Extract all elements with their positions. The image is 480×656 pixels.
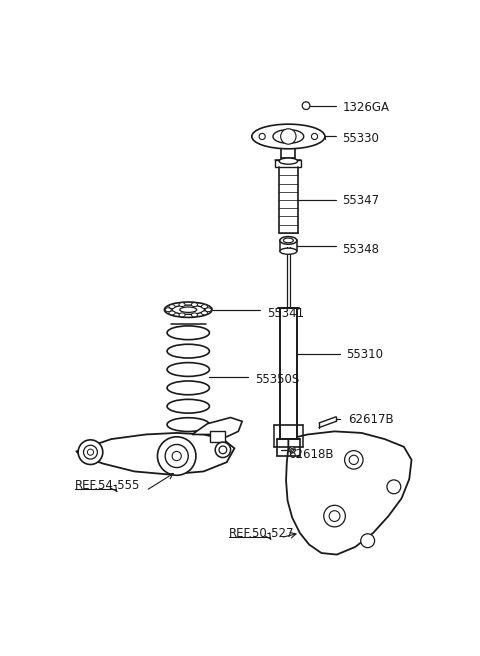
Text: 62618B: 62618B <box>288 448 334 461</box>
Ellipse shape <box>179 313 185 317</box>
Ellipse shape <box>167 344 209 358</box>
Polygon shape <box>192 417 242 437</box>
Circle shape <box>87 449 94 455</box>
Ellipse shape <box>179 302 185 306</box>
Text: REF.50-527: REF.50-527 <box>229 527 295 539</box>
Ellipse shape <box>273 129 304 144</box>
Ellipse shape <box>165 308 171 312</box>
Bar <box>275 159 301 167</box>
Bar <box>210 432 225 442</box>
Ellipse shape <box>279 158 298 164</box>
Ellipse shape <box>202 304 207 308</box>
Circle shape <box>312 133 318 140</box>
Ellipse shape <box>167 381 209 395</box>
Ellipse shape <box>169 311 175 315</box>
Circle shape <box>329 510 340 522</box>
Circle shape <box>281 129 296 144</box>
Ellipse shape <box>167 400 209 413</box>
Ellipse shape <box>164 302 212 318</box>
Polygon shape <box>77 433 234 474</box>
Ellipse shape <box>280 237 297 244</box>
Bar <box>280 308 297 439</box>
Circle shape <box>219 446 227 454</box>
Ellipse shape <box>167 436 209 450</box>
Ellipse shape <box>169 304 175 308</box>
Circle shape <box>165 445 188 468</box>
Text: 62617B: 62617B <box>348 413 393 426</box>
Text: 55347: 55347 <box>342 194 379 207</box>
Ellipse shape <box>192 313 197 317</box>
Ellipse shape <box>172 305 204 314</box>
Circle shape <box>387 480 401 494</box>
Circle shape <box>285 133 292 140</box>
Circle shape <box>215 442 230 458</box>
Polygon shape <box>286 432 411 554</box>
Text: 55341: 55341 <box>267 307 305 320</box>
Circle shape <box>324 505 345 527</box>
Text: 55348: 55348 <box>342 243 379 256</box>
Text: 55350S: 55350S <box>255 373 300 386</box>
Circle shape <box>157 437 196 475</box>
Text: 1326GA: 1326GA <box>342 102 389 115</box>
Circle shape <box>345 451 363 469</box>
Ellipse shape <box>167 418 209 432</box>
Ellipse shape <box>252 124 325 149</box>
Text: 55330: 55330 <box>342 133 379 145</box>
Circle shape <box>78 440 103 464</box>
Ellipse shape <box>167 326 209 340</box>
Circle shape <box>259 133 265 140</box>
Ellipse shape <box>202 311 207 315</box>
Circle shape <box>361 534 374 548</box>
Circle shape <box>289 447 295 453</box>
Ellipse shape <box>167 363 209 377</box>
Circle shape <box>172 451 181 461</box>
Text: REF.54-555: REF.54-555 <box>75 479 141 492</box>
Circle shape <box>302 102 310 110</box>
Ellipse shape <box>180 307 197 312</box>
Circle shape <box>349 455 359 464</box>
Ellipse shape <box>280 248 297 255</box>
Text: 55310: 55310 <box>346 348 383 361</box>
Circle shape <box>291 448 294 451</box>
Ellipse shape <box>283 238 293 243</box>
Ellipse shape <box>205 308 211 312</box>
Ellipse shape <box>192 302 197 306</box>
Circle shape <box>84 445 97 459</box>
